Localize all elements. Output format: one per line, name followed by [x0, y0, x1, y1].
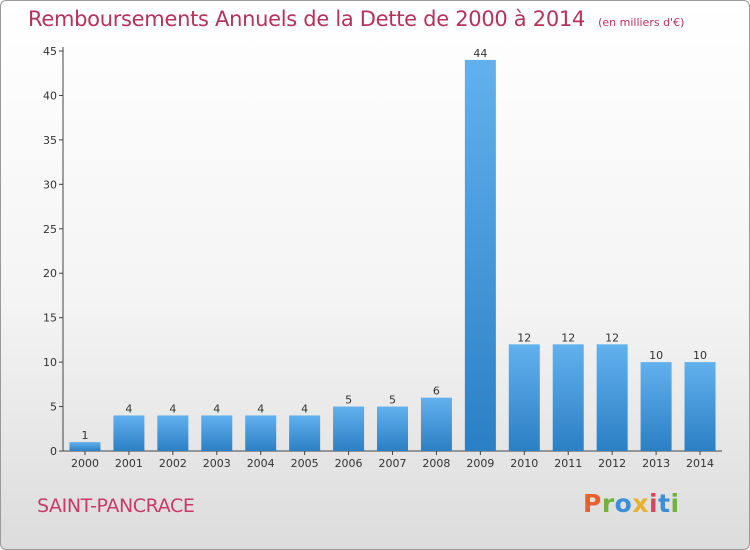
y-tick-label: 45 — [43, 45, 57, 58]
y-tick-label: 20 — [43, 267, 57, 280]
bar-2004 — [245, 415, 277, 451]
bar-2012 — [596, 344, 628, 451]
x-tick-label: 2001 — [115, 457, 143, 470]
x-tick-label: 2003 — [203, 457, 231, 470]
bar-2003 — [201, 415, 233, 451]
proxiti-logo: Proxiti — [583, 489, 680, 518]
chart-subtitle: (en milliers d'€) — [598, 16, 685, 29]
bar-value-label: 4 — [257, 402, 264, 415]
commune-name: SAINT-PANCRACE — [37, 495, 195, 517]
y-tick-label: 25 — [43, 223, 57, 236]
chart-title: Remboursements Annuels de la Dette de 20… — [28, 7, 585, 31]
y-tick-label: 15 — [43, 312, 57, 325]
bar-value-label: 1 — [81, 429, 88, 442]
bar-value-label: 12 — [517, 331, 531, 344]
bar-2009 — [464, 59, 496, 452]
bar-value-label: 10 — [649, 349, 663, 362]
bar-2005 — [289, 415, 321, 451]
y-tick-label: 5 — [50, 401, 57, 414]
bar-value-label: 4 — [169, 402, 176, 415]
x-tick-label: 2012 — [598, 457, 626, 470]
y-tick-label: 35 — [43, 134, 57, 147]
x-tick-label: 2002 — [159, 457, 187, 470]
x-tick-label: 2008 — [422, 457, 450, 470]
bar-2000 — [69, 442, 101, 451]
bar-2002 — [157, 415, 189, 451]
x-tick-label: 2013 — [642, 457, 670, 470]
x-tick-label: 2009 — [466, 457, 494, 470]
bar-2013 — [640, 362, 672, 451]
bar-value-label: 6 — [433, 385, 440, 398]
x-tick-label: 2005 — [291, 457, 319, 470]
y-tick-label: 0 — [50, 445, 57, 458]
x-tick-label: 2014 — [686, 457, 714, 470]
bar-2008 — [420, 397, 452, 451]
bar-2014 — [684, 362, 716, 451]
x-tick-label: 2011 — [554, 457, 582, 470]
bar-value-label: 5 — [389, 394, 396, 407]
x-tick-label: 2006 — [335, 457, 363, 470]
x-tick-label: 2000 — [71, 457, 99, 470]
bar-value-label: 4 — [125, 402, 132, 415]
bar-value-label: 12 — [605, 331, 619, 344]
bar-2011 — [552, 344, 584, 451]
y-tick-label: 40 — [43, 89, 57, 102]
bar-value-label: 44 — [473, 47, 487, 60]
bar-value-label: 10 — [693, 349, 707, 362]
y-tick-label: 10 — [43, 356, 57, 369]
x-tick-label: 2007 — [379, 457, 407, 470]
bar-2001 — [113, 415, 145, 451]
bar-value-label: 12 — [561, 331, 575, 344]
bar-value-label: 4 — [301, 402, 308, 415]
chart-title-row: Remboursements Annuels de la Dette de 20… — [28, 7, 684, 31]
y-tick-label: 30 — [43, 178, 57, 191]
bar-2010 — [508, 344, 540, 451]
bar-2007 — [377, 406, 408, 451]
x-tick-label: 2010 — [510, 457, 538, 470]
bar-2006 — [333, 406, 365, 451]
x-tick-label: 2004 — [247, 457, 275, 470]
bar-value-label: 5 — [345, 394, 352, 407]
bar-value-label: 4 — [213, 402, 220, 415]
